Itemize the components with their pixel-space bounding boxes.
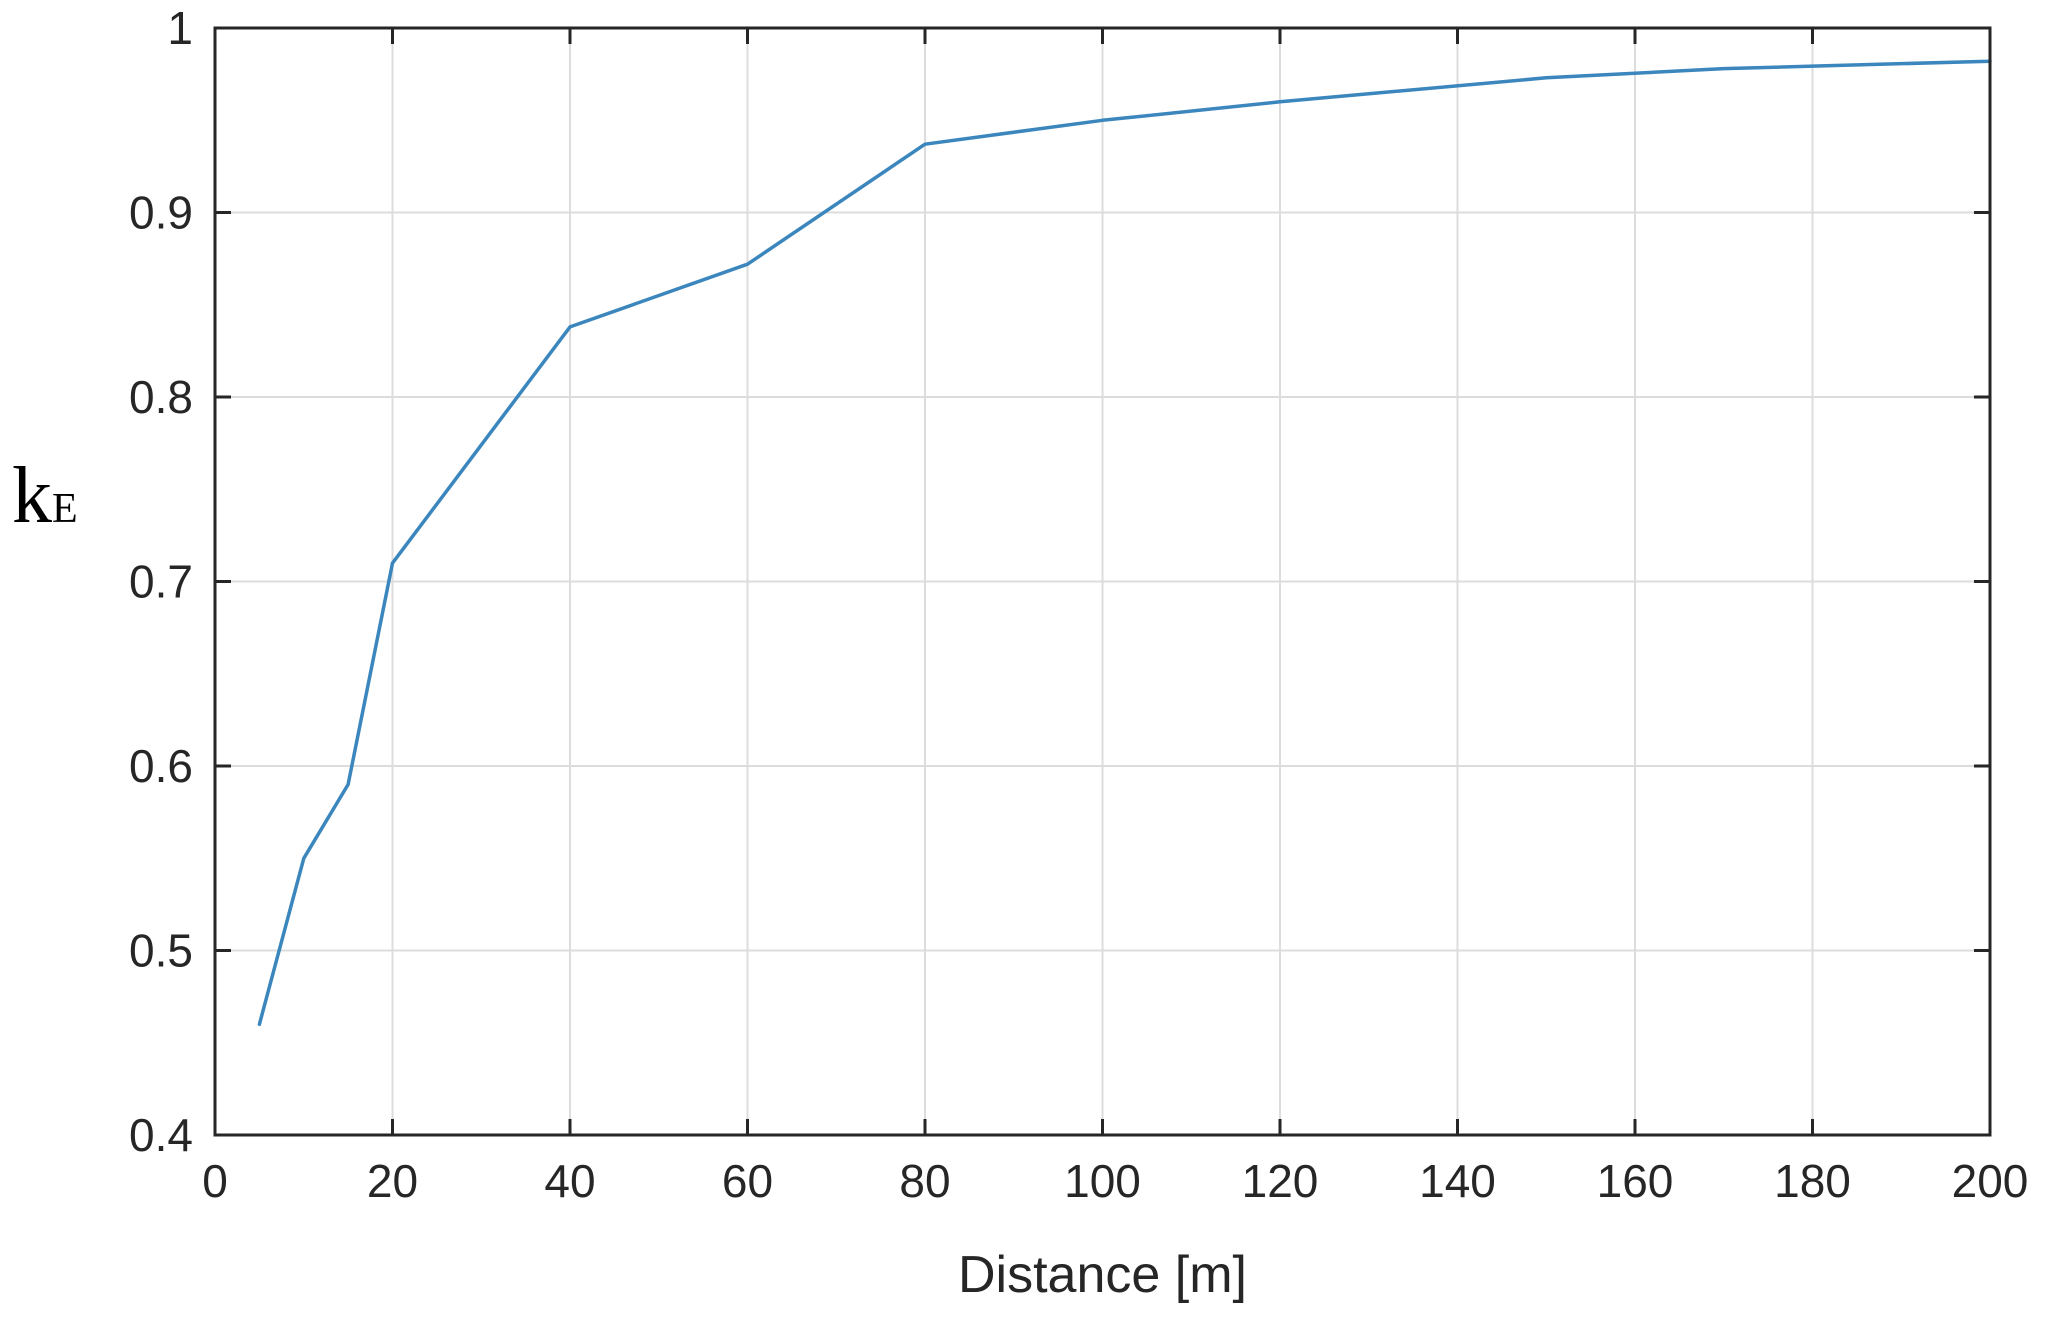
x-axis-title: Distance [m] xyxy=(958,1246,1247,1304)
x-tick-label: 80 xyxy=(899,1155,950,1207)
x-tick-label: 60 xyxy=(722,1155,773,1207)
tick-marks xyxy=(213,26,1992,1137)
x-tick-label: 0 xyxy=(202,1155,228,1207)
series-line xyxy=(257,59,1992,1027)
x-tick-label: 40 xyxy=(544,1155,595,1207)
y-axis-title: kE xyxy=(12,452,78,540)
y-axis-title-main: k xyxy=(12,452,52,540)
y-tick-labels: 0.4 0.5 0.6 0.7 0.8 0.9 1 xyxy=(129,2,193,1161)
x-tick-label: 180 xyxy=(1774,1155,1851,1207)
x-tick-label: 20 xyxy=(367,1155,418,1207)
x-tick-label: 120 xyxy=(1242,1155,1319,1207)
y-axis-title-subscript: E xyxy=(52,486,78,532)
x-tick-label: 100 xyxy=(1064,1155,1141,1207)
y-tick-label: 1 xyxy=(167,2,193,54)
y-tick-label: 0.9 xyxy=(129,187,193,239)
y-tick-label: 0.5 xyxy=(129,925,193,977)
series-lines xyxy=(257,59,1992,1027)
x-tick-label: 140 xyxy=(1419,1155,1496,1207)
y-tick-label: 0.4 xyxy=(129,1109,193,1161)
x-tick-label: 160 xyxy=(1597,1155,1674,1207)
grid xyxy=(215,28,1990,1135)
x-tick-label: 200 xyxy=(1952,1155,2029,1207)
x-tick-labels: 0 20 40 60 80 100 120 140 160 180 200 xyxy=(202,1155,2028,1207)
y-tick-label: 0.7 xyxy=(129,556,193,608)
y-tick-label: 0.6 xyxy=(129,740,193,792)
y-tick-label: 0.8 xyxy=(129,371,193,423)
